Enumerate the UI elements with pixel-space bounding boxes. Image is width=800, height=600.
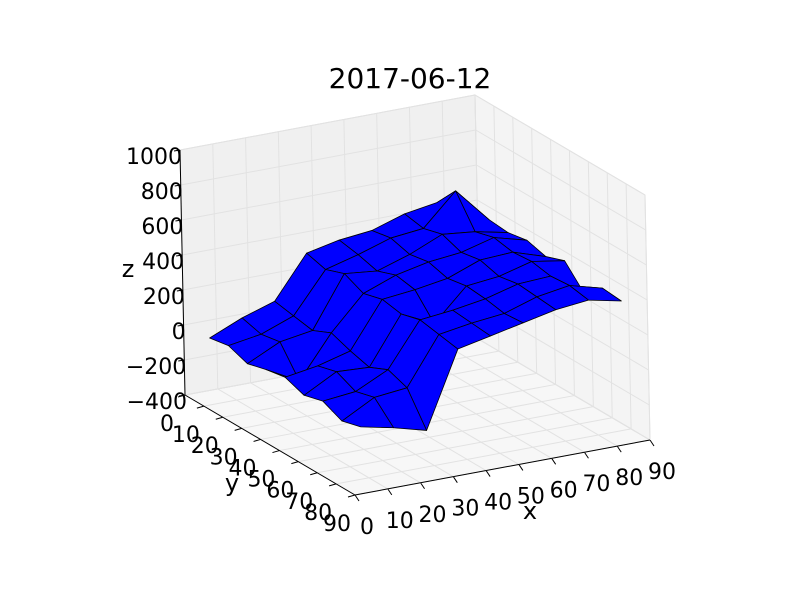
y-tick-label: 80 [304, 501, 332, 526]
y-tick-label: 60 [266, 479, 294, 504]
x-tick-label: 20 [419, 503, 447, 528]
z-tick-label: −400 [127, 390, 187, 415]
x-tick-label: 40 [484, 491, 512, 516]
tick-mark [173, 149, 181, 152]
grid-line [298, 406, 594, 463]
tick-mark [310, 472, 318, 476]
tick-mark [485, 470, 491, 477]
z-tick-label: −200 [126, 355, 186, 380]
tick-mark [272, 450, 280, 454]
tick-mark [387, 488, 393, 496]
grid-line [644, 194, 651, 441]
z-tick-label: 200 [143, 285, 185, 310]
tick-mark [291, 461, 299, 465]
tick-mark [328, 483, 337, 487]
tick-mark [176, 289, 183, 292]
y-tick-label: 20 [191, 434, 219, 459]
x-axis [354, 439, 651, 496]
tick-mark [178, 359, 185, 362]
x-tick-label: 70 [582, 472, 610, 497]
tick-mark [215, 416, 223, 420]
z-tick-label: 800 [141, 180, 183, 205]
tick-mark [420, 482, 425, 490]
grid-line [181, 164, 477, 221]
grid-line [625, 183, 632, 429]
x-tick-label: 0 [360, 515, 374, 540]
tick-mark [253, 438, 261, 442]
y-axis-label: y [225, 469, 239, 497]
z-axis [179, 149, 186, 396]
grid-line [475, 129, 646, 231]
grid-line [217, 388, 389, 490]
tick-mark [176, 254, 183, 257]
z-tick-label: 0 [172, 320, 186, 345]
tick-mark [584, 451, 589, 459]
x-tick-label: 90 [648, 460, 676, 485]
z-axis-label: z [122, 255, 135, 283]
tick-mark [234, 427, 242, 431]
z-tick-label: 600 [141, 215, 183, 240]
grid-line [446, 345, 618, 447]
tick-mark [175, 219, 182, 222]
grid-line [212, 143, 219, 389]
tick-mark [354, 494, 360, 502]
grid-line [476, 164, 647, 266]
y-tick-label: 70 [285, 490, 313, 515]
y-tick-label: 30 [210, 445, 238, 470]
tick-mark [178, 394, 186, 397]
x-tick-label: 80 [615, 466, 643, 491]
x-axis-label: x [523, 497, 537, 525]
grid-line [474, 94, 646, 196]
y-tick-label: 50 [247, 468, 275, 493]
tick-mark [452, 476, 458, 483]
chart-title: 2017-06-12 [329, 62, 492, 95]
z-tick-label: 400 [142, 250, 184, 275]
tick-mark [196, 405, 205, 409]
y-tick-label: 0 [160, 412, 174, 437]
y-axis [184, 394, 356, 496]
tick-mark [347, 494, 356, 498]
grid-line [180, 129, 476, 186]
x-tick-label: 10 [386, 509, 414, 534]
tick-mark [551, 458, 557, 465]
z-tick-label: 1000 [126, 145, 182, 170]
x-tick-label: 60 [550, 478, 578, 503]
y-tick-label: 90 [323, 512, 351, 537]
grid-line [479, 339, 651, 441]
y-tick-label: 10 [172, 423, 200, 448]
tick-mark [177, 324, 184, 327]
tick-mark [518, 464, 524, 471]
grid-line [179, 94, 476, 151]
grid-line [476, 199, 648, 301]
grid-line [250, 382, 421, 484]
grid-line [317, 417, 613, 474]
y-tick-label: 40 [229, 456, 257, 481]
grid-line [336, 428, 632, 485]
x-tick-label: 30 [451, 497, 479, 522]
x-tick-label: 50 [517, 484, 545, 509]
surface-patch [341, 397, 395, 429]
tick-mark [616, 445, 622, 453]
tick-mark [649, 439, 655, 447]
grid-line [587, 161, 594, 407]
tick-mark [174, 184, 181, 187]
